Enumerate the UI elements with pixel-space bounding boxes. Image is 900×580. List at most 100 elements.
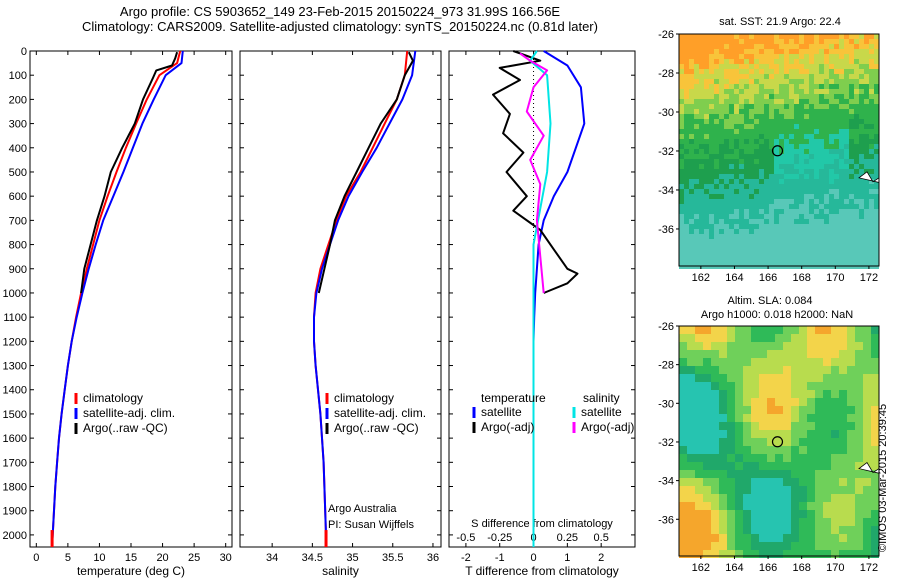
temperature-legend-label: climatology [83,391,143,405]
salinity-xtick-label: 35.5 [382,552,403,564]
figure-title-line1: Argo profile: CS 5903652_149 23-Feb-2015… [119,4,561,19]
sla-map-frame [678,325,880,557]
map-xtick-label: 172 [860,562,878,574]
map-xtick-label: 166 [759,562,777,574]
map-ytick-label: -30 [658,107,674,119]
sst-map-title: sat. SST: 21.9 Argo: 22.4 [719,16,841,28]
depth-tick-label: 100 [9,70,27,82]
imos-credit: ©IMOS 03-Mar-2015 20:39:45 [877,403,889,552]
temperature-xtick-label: 30 [220,552,232,564]
diff-legend-label: Argo(-adj) [481,420,534,434]
map-ytick-label: -26 [658,321,674,333]
sla-map-title-line2: Argo h1000: 0.018 h2000: NaN [701,309,853,321]
map-ytick-label: -28 [658,68,674,80]
difference-series-3 [519,52,549,294]
difference-series-2 [529,50,552,547]
tdiff-xtick-label: 0 [530,552,536,564]
diff-legend-label: satellite [481,405,522,419]
temperature-xtick-label: 10 [93,552,105,564]
temperature-frame [29,50,233,548]
temperature-xtick-label: 25 [188,552,200,564]
temperature-xtick-label: 20 [156,552,168,564]
diff-legend-label: satellite [581,405,622,419]
salinity-legend-label: climatology [334,391,394,405]
depth-tick-label: 800 [9,240,27,252]
map-xtick-label: 162 [692,562,710,574]
depth-tick-label: 1400 [3,385,27,397]
map-xtick-label: 164 [725,272,743,284]
temperature-series-2 [80,51,179,294]
depth-tick-label: 0 [21,46,27,58]
sdiff-tick-label: -0.5 [456,532,475,544]
temperature-panel: 0100200300400500600700800900100011001200… [3,46,233,578]
salinity-panel: 34 34.5 35 35.5 36 salinity climatologysatelli… [239,50,442,578]
sst-map: 162 164 166 168 170 172 -26 -28 -30 -32 -34 -36 sat.… [658,16,880,284]
temperature-series-1 [51,50,184,548]
tdiff-xtick-label: -2 [461,552,471,564]
depth-tick-label: 1100 [3,312,27,324]
depth-tick-label: 300 [9,119,27,131]
temperature-xtick-label: 5 [65,552,71,564]
map-xtick-label: 162 [692,272,710,284]
map-xtick-label: 166 [759,272,777,284]
salinity-series-1 [313,50,417,547]
sst-map-field [679,34,879,269]
salinity-xtick-label: 34.5 [302,552,323,564]
salinity-axis-label: salinity [322,564,359,578]
depth-tick-label: 1200 [3,336,27,348]
depth-tick-label: 1000 [3,288,27,300]
map-xtick-label: 170 [826,562,844,574]
salinity-legend-label: satellite-adj. clim. [334,406,426,420]
map-ytick-label: -30 [658,398,674,410]
sla-map: 162 164 166 168 170 172 -26 -28 -30 -32 -34 -36 Alti… [658,295,880,574]
salinity-xtick-label: 35 [346,552,358,564]
legend-salinity-title: salinity [583,391,620,405]
temperature-xtick-label: 0 [33,552,39,564]
sst-map-frame [678,33,880,267]
depth-tick-label: 1500 [3,409,27,421]
map-xtick-label: 164 [725,562,743,574]
difference-axis-label: T difference from climatology [465,564,619,578]
temperature-axis-label: temperature (deg C) [77,564,185,578]
depth-tick-label: 1900 [3,506,27,518]
depth-tick-label: 1700 [3,457,27,469]
difference-frame [448,50,636,548]
map-ytick-label: -26 [658,29,674,41]
annotation-line1: Argo Australia [328,503,397,515]
map-ytick-label: -34 [658,476,674,488]
depth-tick-label: 400 [9,143,27,155]
difference-panel: -2 -1 0 1 2-0.5 -0.25 0 0.25 0.5S difference fro… [448,50,636,578]
sla-map-field [679,326,879,558]
salinity-xtick-label: 34 [266,552,278,564]
depth-tick-label: 600 [9,191,27,203]
sdiff-tick-label: -0.25 [487,532,512,544]
temperature-xtick-label: 15 [125,552,137,564]
temperature-legend-label: satellite-adj. clim. [83,406,175,420]
depth-tick-label: 1300 [3,361,27,373]
temperature-legend-label: Argo(..raw -QC) [83,421,168,435]
depth-tick-label: 900 [9,264,27,276]
argo-float-marker [771,145,784,157]
salinity-frame [239,50,442,548]
salinity-legend-label: Argo(..raw -QC) [334,421,419,435]
map-xtick-label: 170 [826,272,844,284]
depth-tick-label: 1600 [3,433,27,445]
salinity-xtick-label: 36 [427,552,439,564]
map-ytick-label: -32 [658,146,674,158]
sdiff-axis-label: S difference from climatology [471,518,613,530]
annotation-line2: PI: Susan Wijffels [328,519,414,531]
tdiff-xtick-label: -1 [495,552,505,564]
tdiff-xtick-label: 2 [598,552,604,564]
sdiff-tick-label: 0.25 [557,532,578,544]
map-ytick-label: -34 [658,185,674,197]
depth-tick-label: 200 [9,94,27,106]
depth-tick-label: 1800 [3,482,27,494]
map-xtick-label: 168 [793,272,811,284]
depth-tick-label: 500 [9,167,27,179]
map-ytick-label: -36 [658,514,674,526]
sla-map-title-line1: Altim. SLA: 0.084 [728,295,813,307]
map-ytick-label: -28 [658,360,674,372]
depth-tick-label: 700 [9,215,27,227]
argo-float-marker [771,436,784,448]
